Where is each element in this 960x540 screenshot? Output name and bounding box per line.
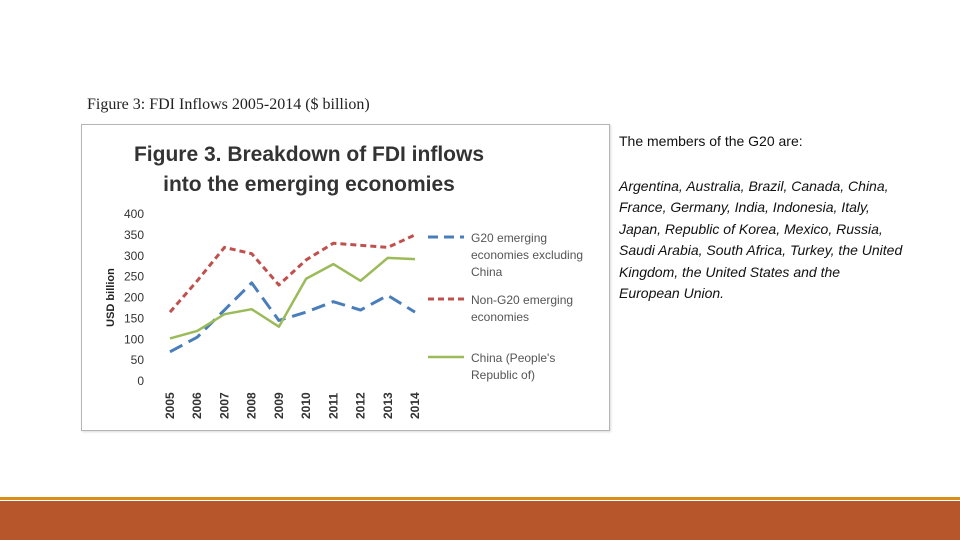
series-line bbox=[169, 256, 416, 340]
legend-label: economies excluding bbox=[471, 248, 583, 262]
legend-label: economies bbox=[471, 310, 529, 324]
x-tick-label: 2005 bbox=[163, 392, 177, 419]
series-lines bbox=[168, 233, 416, 354]
y-tick-label: 50 bbox=[131, 353, 145, 367]
figure-caption: Figure 3: FDI Inflows 2005-2014 ($ billi… bbox=[87, 96, 370, 113]
x-axis: 2005 2006 2007 2008 2009 2010 2011 2012 2013 2014 bbox=[163, 392, 422, 419]
x-tick-label: 2013 bbox=[381, 392, 395, 419]
footer-bar bbox=[0, 501, 960, 540]
legend-label: Republic of) bbox=[471, 368, 535, 382]
x-tick-label: 2008 bbox=[245, 392, 259, 419]
legend-label: China bbox=[471, 265, 503, 279]
chart-title-line: Figure 3. Breakdown of FDI inflows bbox=[134, 143, 484, 166]
g20-members-list: Argentina, Australia, Brazil, Canada, Ch… bbox=[619, 178, 903, 302]
chart-title-line: into the emerging economies bbox=[163, 173, 455, 196]
legend-label: China (People's bbox=[471, 351, 555, 365]
g20-heading: The members of the G20 are: bbox=[619, 133, 803, 149]
legend: G20 emerging economies excluding China Non-… bbox=[428, 231, 583, 382]
footer-accent-line bbox=[0, 497, 960, 500]
x-tick-label: 2007 bbox=[217, 392, 231, 419]
y-tick-label: 0 bbox=[137, 374, 144, 388]
x-tick-label: 2009 bbox=[272, 392, 286, 419]
x-tick-label: 2006 bbox=[190, 392, 204, 419]
y-axis-label: USD billion bbox=[105, 268, 117, 327]
x-tick-label: 2010 bbox=[299, 392, 313, 419]
x-tick-label: 2014 bbox=[408, 392, 422, 419]
legend-label: G20 emerging bbox=[471, 231, 547, 245]
y-axis: 0 50 100 150 200 250 300 350 400 USD billion bbox=[105, 207, 144, 388]
y-tick-label: 350 bbox=[124, 228, 144, 242]
series-line bbox=[169, 281, 416, 354]
y-tick-label: 150 bbox=[124, 311, 144, 325]
fdi-chart-svg: Figure 3. Breakdown of FDI inflows into t… bbox=[105, 143, 583, 419]
y-tick-label: 100 bbox=[124, 332, 144, 346]
x-tick-label: 2012 bbox=[354, 392, 368, 419]
chart-title: Figure 3. Breakdown of FDI inflows into t… bbox=[134, 143, 484, 196]
y-tick-label: 250 bbox=[124, 270, 144, 284]
x-tick-label: 2011 bbox=[326, 393, 340, 419]
series-line bbox=[168, 233, 416, 314]
legend-label: Non-G20 emerging bbox=[471, 293, 573, 307]
y-tick-label: 400 bbox=[124, 207, 144, 221]
y-tick-label: 200 bbox=[124, 291, 144, 305]
y-tick-label: 300 bbox=[124, 249, 144, 263]
fdi-chart: Figure 3. Breakdown of FDI inflows into t… bbox=[81, 124, 610, 431]
